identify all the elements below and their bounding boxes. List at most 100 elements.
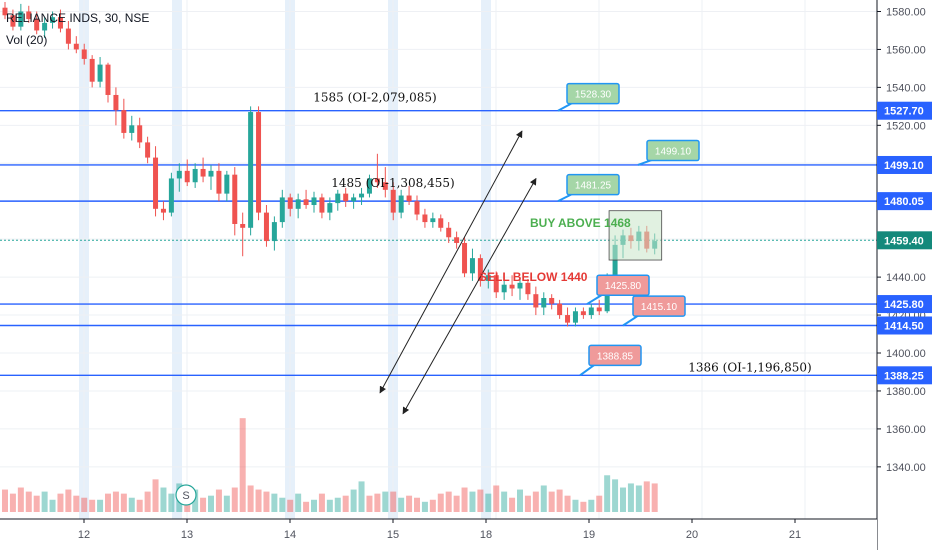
candle-body	[65, 28, 71, 44]
price-tick-label: 1400.00	[886, 348, 926, 360]
candle-body	[374, 178, 380, 183]
candle	[232, 167, 238, 236]
price-callout: 1425.80	[586, 274, 650, 305]
candle	[319, 193, 325, 219]
candle	[18, 3, 24, 31]
candle	[73, 36, 79, 54]
candle-body	[343, 193, 349, 202]
volume-bar	[635, 485, 642, 512]
candle-body	[580, 311, 586, 316]
candle-body	[113, 94, 119, 111]
candle-body	[525, 282, 531, 295]
volume-bar	[223, 495, 230, 512]
badge-value: 1414.50	[884, 320, 924, 332]
volume-bar	[421, 501, 428, 512]
volume-bar	[112, 491, 119, 512]
signal-highlight-box	[608, 210, 663, 261]
volume-bar	[239, 418, 246, 512]
badge-bg	[877, 366, 932, 385]
candle-body	[557, 303, 563, 316]
candle	[184, 159, 190, 187]
callout-box	[566, 173, 620, 196]
date-axis: 12 13 14 15 18 19 20 21	[78, 519, 801, 541]
candle-body	[588, 307, 594, 316]
candle-body	[137, 125, 143, 143]
candle	[145, 136, 151, 164]
badge-bg	[877, 192, 932, 211]
marker-label: S	[182, 490, 189, 502]
volume-bar	[517, 489, 523, 512]
volume-bar	[144, 491, 151, 512]
candle	[168, 172, 174, 217]
volume-bar	[73, 495, 80, 512]
candle	[279, 189, 285, 228]
candle	[200, 157, 206, 183]
level-price-badge: 1527.70	[877, 101, 932, 120]
candle-body	[565, 315, 571, 323]
candle	[113, 87, 119, 126]
candle	[557, 299, 563, 319]
price-callout: 1481.25	[557, 173, 620, 203]
candle-body	[176, 170, 182, 179]
volume-bar	[57, 493, 64, 512]
date-tick-label: 21	[789, 529, 801, 541]
volume-bar	[97, 499, 104, 512]
volume-bar	[477, 489, 484, 512]
candle	[343, 187, 349, 207]
badge-value: 1388.25	[884, 370, 924, 382]
level-note: 1485 (OI-1,308,455)	[331, 176, 454, 190]
volume-bar	[532, 491, 539, 512]
volume-bar	[9, 493, 16, 512]
candle-body	[153, 157, 159, 209]
candle-body	[501, 284, 507, 293]
volume-bar	[2, 489, 8, 512]
candle	[256, 106, 262, 221]
callout-value: 1425.80	[605, 281, 642, 292]
volume-bar	[263, 491, 270, 512]
candle-body	[26, 11, 32, 20]
candle-body	[533, 294, 539, 308]
candle-body	[97, 64, 103, 82]
volume-bar	[168, 493, 175, 512]
candle	[327, 197, 333, 221]
candle-body	[303, 199, 309, 206]
candle-body	[541, 297, 547, 308]
badge-value: 1425.80	[884, 299, 924, 311]
volume-bar	[105, 493, 111, 512]
volume-bar	[271, 493, 278, 512]
badge-bg	[877, 155, 932, 174]
volume-bar	[612, 479, 619, 512]
candle	[65, 20, 71, 50]
volume-bar	[485, 493, 492, 512]
candle	[287, 193, 293, 217]
candle-body	[446, 227, 452, 238]
volume-bar	[588, 499, 595, 512]
price-callouts: 1528.30 1499.10 1481.25 1425.80 1415.10 1388.…	[557, 82, 700, 377]
candle-body	[549, 297, 555, 304]
volume-bar	[350, 489, 357, 512]
price-tick-label: 1580.00	[886, 6, 926, 18]
volume-bar	[627, 483, 634, 512]
price-axis: 1340.001360.001380.001400.001420.001440.…	[877, 6, 932, 474]
volume-bar	[469, 491, 476, 512]
volume-bar	[318, 493, 325, 512]
candle-body	[240, 223, 246, 228]
date-axis-bg	[0, 519, 877, 550]
current-price-badge: 1459.40	[877, 231, 932, 250]
volume-bar	[342, 495, 349, 512]
candle	[359, 187, 365, 206]
candle-body	[192, 168, 198, 183]
volume-bar	[548, 491, 555, 512]
candle-body	[422, 214, 428, 223]
price-callout: 1499.10	[637, 139, 700, 166]
volume-bar	[604, 475, 611, 512]
symbol-title: RELIANCE INDS, 30, NSE	[6, 11, 149, 25]
volume-bar	[390, 491, 397, 512]
volume-bar	[33, 495, 40, 512]
candle	[303, 189, 309, 209]
volume-bar	[437, 493, 444, 512]
volume-bar	[540, 485, 547, 512]
volume-bar	[49, 499, 56, 512]
